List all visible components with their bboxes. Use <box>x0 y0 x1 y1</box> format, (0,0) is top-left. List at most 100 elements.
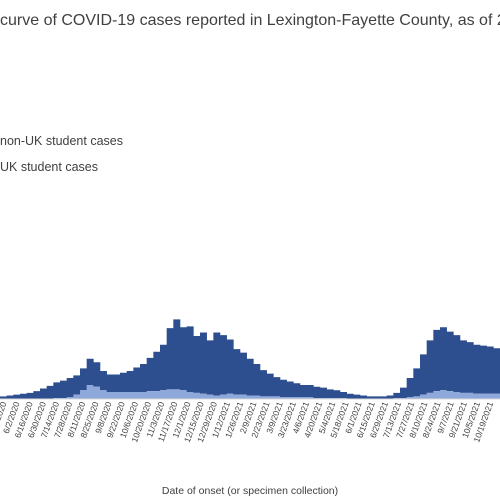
bar-non-uk <box>133 367 141 392</box>
bar-non-uk <box>173 319 181 390</box>
bar-non-uk <box>226 339 234 394</box>
bar-uk <box>493 393 500 399</box>
bar-uk <box>233 394 241 400</box>
bar-non-uk <box>320 387 327 399</box>
bar-non-uk <box>333 390 341 399</box>
bar-non-uk <box>286 381 294 398</box>
bar-uk <box>206 394 214 400</box>
bar-uk <box>120 392 127 399</box>
legend-label-uk: UK student cases <box>0 160 98 174</box>
bar-uk <box>193 392 201 400</box>
bar-non-uk <box>166 328 174 390</box>
bar-non-uk <box>66 378 74 398</box>
bar-non-uk <box>326 389 334 399</box>
bar-non-uk <box>153 351 161 392</box>
chart-title: curve of COVID-19 cases reported in Lexi… <box>0 12 500 29</box>
bar-non-uk <box>40 388 47 399</box>
bar-non-uk <box>0 396 7 400</box>
bar-non-uk <box>413 368 421 397</box>
bar-non-uk <box>460 340 467 393</box>
bar-uk <box>173 389 181 400</box>
bar-non-uk <box>380 396 387 400</box>
bar-non-uk <box>473 344 481 394</box>
bar-non-uk <box>13 394 21 400</box>
bar-non-uk <box>26 392 34 400</box>
bar-uk <box>140 392 147 399</box>
bar-non-uk <box>80 368 87 391</box>
bar-non-uk <box>53 382 61 399</box>
bar-non-uk <box>100 371 107 391</box>
bar-non-uk <box>86 358 94 385</box>
bar-uk <box>73 394 81 400</box>
bar-non-uk <box>253 364 261 396</box>
bar-uk <box>160 390 167 399</box>
bar-uk <box>200 393 207 399</box>
bar-non-uk <box>186 326 194 393</box>
bar-non-uk <box>440 327 447 391</box>
bar-non-uk <box>266 373 274 397</box>
bar-uk <box>413 396 421 400</box>
bar-non-uk <box>273 377 281 397</box>
bar-uk <box>486 393 494 399</box>
bar-uk <box>266 396 274 400</box>
bar-non-uk <box>120 372 127 392</box>
bar-uk <box>466 392 474 400</box>
bar-uk <box>113 392 121 399</box>
bar-non-uk <box>46 385 54 400</box>
bar-non-uk <box>406 378 414 398</box>
bar-uk <box>473 393 481 399</box>
bar-non-uk <box>453 335 461 393</box>
bar-uk <box>480 393 487 399</box>
bar-non-uk <box>340 392 347 399</box>
bar-non-uk <box>180 327 187 391</box>
bar-non-uk <box>486 346 494 394</box>
bar-non-uk <box>400 387 407 399</box>
bar-uk <box>300 397 307 399</box>
bar-non-uk <box>146 357 154 392</box>
bar-uk <box>80 390 87 399</box>
bar-non-uk <box>360 395 367 399</box>
bar-non-uk <box>300 385 307 398</box>
bar-uk <box>406 397 414 399</box>
bar-non-uk <box>466 342 474 393</box>
bar-uk <box>240 394 247 400</box>
bar-non-uk <box>260 370 267 397</box>
bar-uk <box>293 397 301 399</box>
bar-non-uk <box>73 375 81 395</box>
bar-non-uk <box>20 393 27 399</box>
bar-uk <box>433 391 441 400</box>
bar-non-uk <box>386 395 394 399</box>
bar-uk <box>213 395 221 399</box>
bar-non-uk <box>200 332 207 394</box>
bar-non-uk <box>240 352 247 395</box>
bar-uk <box>100 390 107 399</box>
bar-uk <box>286 397 294 399</box>
bar-uk <box>106 392 114 399</box>
legend-item-uk: UK student cases <box>0 160 98 174</box>
bar-uk <box>133 392 141 399</box>
bar-uk <box>440 390 447 399</box>
bar-non-uk <box>373 396 381 400</box>
bar-non-uk <box>366 396 374 400</box>
bar-uk <box>66 397 74 399</box>
bar-non-uk <box>313 386 321 399</box>
bar-non-uk <box>346 393 354 399</box>
bar-non-uk <box>426 340 434 393</box>
bar-non-uk <box>353 394 361 400</box>
x-axis-label: Date of onset (or specimen collection) <box>161 485 339 497</box>
bar-uk <box>306 397 314 399</box>
bar-uk <box>93 386 101 399</box>
bar-non-uk <box>280 379 287 398</box>
bar-uk <box>446 391 454 400</box>
bar-non-uk <box>106 374 114 392</box>
bar-non-uk <box>220 335 227 395</box>
bar-uk <box>426 392 434 400</box>
bar-non-uk <box>126 371 134 392</box>
bar-uk <box>253 395 261 399</box>
bar-uk <box>280 397 287 399</box>
bar-non-uk <box>446 331 454 392</box>
bar-non-uk <box>113 374 121 392</box>
bar-uk <box>420 394 427 400</box>
bar-non-uk <box>93 362 101 387</box>
